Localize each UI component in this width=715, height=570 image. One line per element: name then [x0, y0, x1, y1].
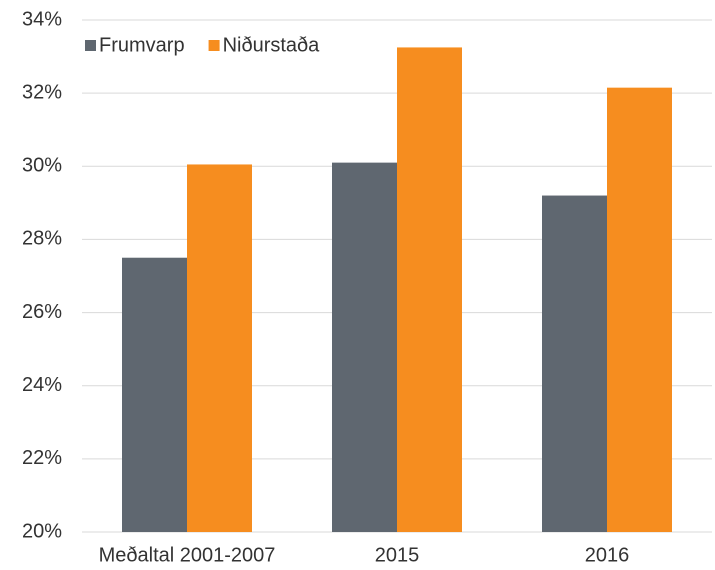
- bar: [187, 164, 252, 532]
- y-tick-label: 30%: [22, 155, 62, 177]
- legend-swatch: [208, 40, 220, 51]
- bar: [332, 162, 397, 532]
- y-tick-label: 22%: [22, 447, 62, 469]
- x-tick-label: Meðaltal 2001-2007: [99, 544, 276, 566]
- legend-label: Frumvarp: [99, 34, 185, 56]
- y-tick-label: 34%: [22, 8, 62, 30]
- x-tick-label: 2016: [585, 544, 630, 566]
- y-tick-label: 28%: [22, 228, 62, 250]
- bar: [122, 257, 187, 532]
- bar: [542, 195, 607, 533]
- y-tick-label: 20%: [22, 520, 62, 542]
- y-tick-label: 24%: [22, 374, 62, 396]
- y-tick-label: 32%: [22, 81, 62, 103]
- bar: [607, 87, 672, 533]
- legend-label: Niðurstaða: [223, 34, 321, 56]
- legend-swatch: [85, 40, 96, 51]
- y-tick-label: 26%: [22, 301, 62, 323]
- bar: [397, 47, 462, 533]
- x-tick-label: 2015: [375, 544, 420, 566]
